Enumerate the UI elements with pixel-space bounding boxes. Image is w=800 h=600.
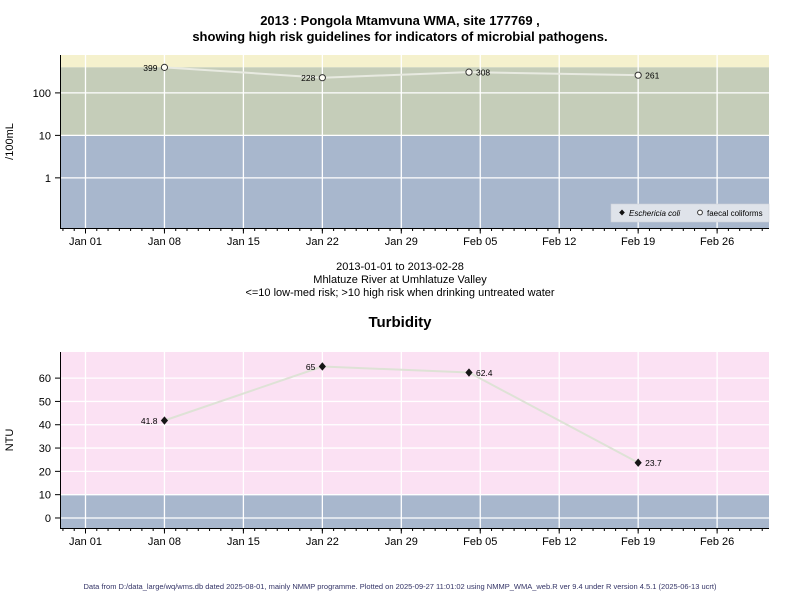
- data-point-marker: [465, 68, 473, 76]
- legend-box: [610, 203, 770, 223]
- data-point-marker: [634, 71, 642, 79]
- x-tick-label: Jan 01: [69, 236, 102, 248]
- data-point-marker: [160, 416, 169, 425]
- y-tick-label: 30: [39, 443, 51, 455]
- x-tick-label: Jan 22: [306, 536, 339, 548]
- x-tick-label: Jan 08: [148, 536, 181, 548]
- risk-band-high-risk: [60, 67, 769, 136]
- x-tick-label: Jan 15: [227, 236, 260, 248]
- x-tick-label: Jan 22: [306, 236, 339, 248]
- legend-label: faecal coliforms: [707, 209, 763, 218]
- data-point-label: 261: [645, 71, 659, 81]
- x-tick-label: Feb 26: [700, 236, 734, 248]
- x-tick-label: Feb 12: [542, 536, 576, 548]
- x-tick-label: Feb 19: [621, 536, 655, 548]
- data-point-marker: [160, 63, 169, 71]
- y-tick-label: 50: [39, 396, 51, 408]
- y-tick-label: 1: [45, 173, 51, 185]
- x-tick-label: Feb 26: [700, 536, 734, 548]
- x-tick-label: Feb 12: [542, 236, 576, 248]
- data-point-marker: [318, 362, 326, 371]
- y-tick-label: 10: [39, 130, 51, 142]
- y-tick-label: 10: [39, 490, 51, 502]
- data-point-marker: [634, 458, 642, 467]
- data-point-marker: [318, 74, 326, 82]
- risk-band-very-high-risk: [60, 55, 769, 68]
- y-tick-label: 100: [33, 88, 51, 100]
- legend-marker-filled-diamond: [619, 209, 625, 216]
- chart-title-line2: showing high risk guidelines for indicat…: [192, 29, 608, 44]
- chart-subtitle: 2013-01-01 to 2013-02-28 Mhlatuze River …: [0, 261, 800, 300]
- chart-title: 2013 : Pongola Mtamvuna WMA, site 177769…: [0, 13, 800, 45]
- y-axis-title: /100mL: [4, 123, 16, 160]
- series-line: [164, 66, 639, 79]
- y-tick-label: 60: [39, 373, 51, 385]
- x-tick-label: Feb 05: [463, 236, 497, 248]
- y-tick-label: 40: [39, 420, 51, 432]
- x-tick-label: Jan 01: [69, 536, 102, 548]
- footer-note: Data from D:/data_large/wq/wms.db dated …: [83, 582, 717, 591]
- data-point-label: 62.4: [476, 368, 493, 378]
- data-point-label: 23.7: [645, 458, 662, 468]
- data-point-label: 228: [301, 73, 315, 83]
- subtitle-site-name: Mhlatuze River at Umhlatuze Valley: [313, 274, 487, 286]
- risk-band-high-risk: [60, 352, 769, 495]
- x-tick-label: Jan 29: [385, 536, 418, 548]
- data-point-label: 399: [143, 63, 157, 73]
- legend-marker-open-circle: [697, 209, 703, 216]
- data-point-label: 65: [306, 362, 316, 372]
- y-axis-title: NTU: [4, 429, 16, 452]
- x-tick-label: Feb 19: [621, 236, 655, 248]
- subtitle-date-range: 2013-01-01 to 2013-02-28: [336, 261, 464, 273]
- x-tick-label: Jan 29: [385, 236, 418, 248]
- x-tick-label: Jan 08: [148, 236, 181, 248]
- turbidity-title: Turbidity: [368, 314, 432, 331]
- data-point-label: 308: [476, 68, 490, 78]
- data-point-label: 41.8: [141, 416, 158, 426]
- x-tick-label: Feb 05: [463, 536, 497, 548]
- risk-band-low-risk: [60, 494, 769, 528]
- data-point-marker: [465, 368, 473, 377]
- legend-label: Eschericia coli: [629, 209, 680, 218]
- y-tick-label: 20: [39, 466, 51, 478]
- subtitle-risk-note: <=10 low-med risk; >10 high risk when dr…: [245, 287, 555, 299]
- chart-title-line1: 2013 : Pongola Mtamvuna WMA, site 177769…: [260, 13, 540, 28]
- x-tick-label: Jan 15: [227, 536, 260, 548]
- series-line: [164, 365, 639, 464]
- y-tick-label: 0: [45, 513, 51, 525]
